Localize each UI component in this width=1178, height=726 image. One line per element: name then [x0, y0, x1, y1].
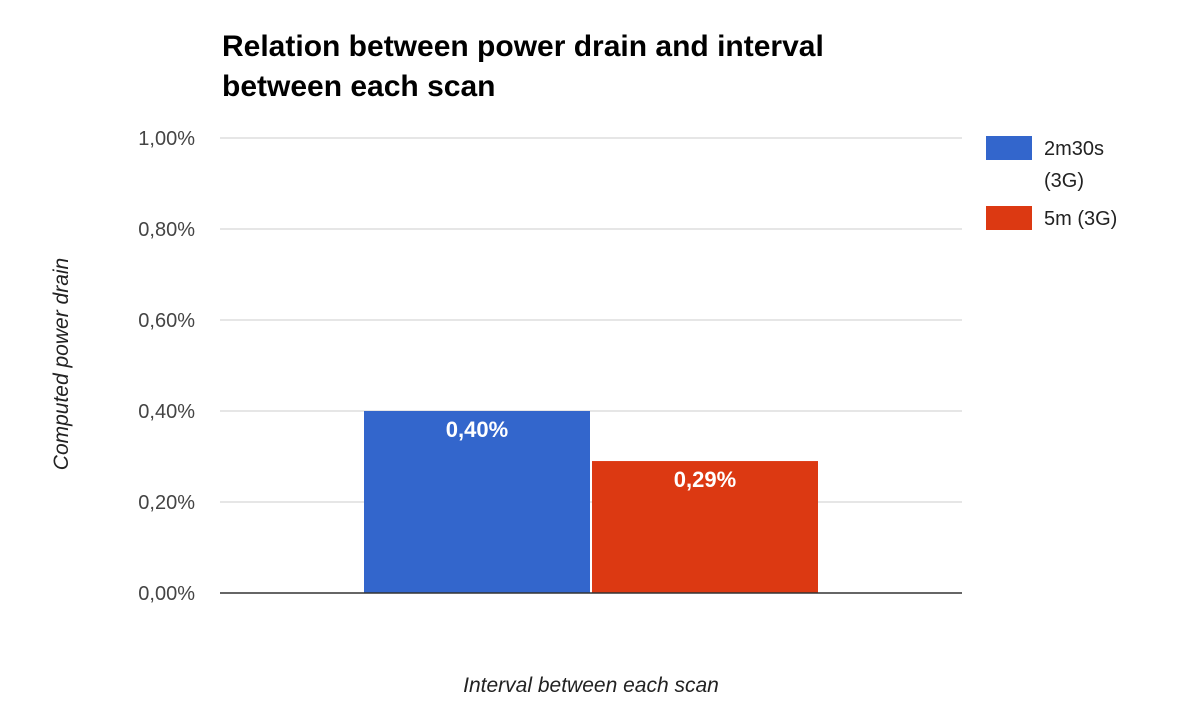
x-axis-title: Interval between each scan	[463, 674, 719, 697]
bar	[592, 461, 818, 593]
bar-data-label: 0,40%	[446, 417, 508, 442]
legend-label: (3G)	[1044, 170, 1084, 192]
y-tick-label: 1,00%	[138, 128, 195, 150]
legend: 2m30s (3G) 5m (3G)	[986, 136, 1117, 230]
y-tick-label: 0,40%	[138, 401, 195, 423]
gridlines	[220, 137, 962, 503]
y-axis-ticks: 0,00% 0,20% 0,40% 0,60% 0,80% 1,00%	[138, 128, 195, 605]
legend-label: 2m30s	[1044, 138, 1104, 160]
y-tick-label: 0,00%	[138, 583, 195, 605]
legend-swatch	[986, 206, 1032, 230]
y-tick-label: 0,20%	[138, 492, 195, 514]
bars: 0,40% 0,29%	[364, 411, 818, 593]
bar-data-label: 0,29%	[674, 467, 736, 492]
y-axis-title: Computed power drain	[50, 258, 73, 470]
chart-title-line-1: Relation between power drain and interva…	[222, 30, 824, 63]
legend-swatch	[986, 136, 1032, 160]
y-tick-label: 0,80%	[138, 219, 195, 241]
legend-label: 5m (3G)	[1044, 208, 1117, 230]
chart-title-line-2: between each scan	[222, 70, 495, 103]
bar	[364, 411, 590, 593]
y-tick-label: 0,60%	[138, 310, 195, 332]
